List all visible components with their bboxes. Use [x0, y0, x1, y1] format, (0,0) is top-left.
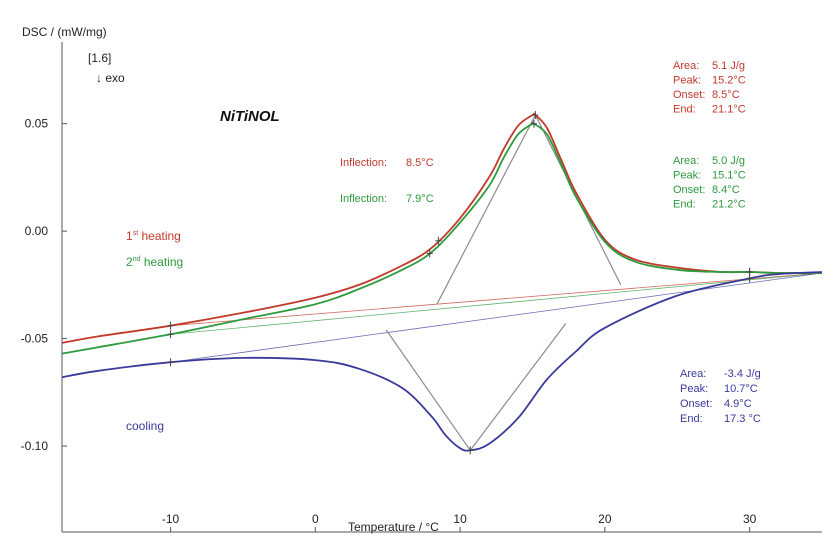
- annotation-label: End:: [673, 199, 696, 211]
- y-tick-label: 0.05: [25, 117, 49, 131]
- annotation-label: Peak:: [673, 75, 701, 87]
- annotation-label: Onset:: [680, 398, 712, 410]
- annotation-value: 17.3 °C: [724, 413, 761, 425]
- annotation-label: End:: [673, 104, 696, 116]
- annotation-value: 10.7°C: [724, 383, 758, 395]
- annotation-value: 4.9°C: [724, 398, 752, 410]
- y-tick-label: -0.05: [21, 332, 49, 346]
- annotation-label: Area:: [673, 155, 699, 167]
- markers-group: [167, 111, 753, 455]
- annotation-label: Peak:: [673, 170, 701, 182]
- baseline-line: [170, 272, 823, 335]
- annotation-label: Peak:: [680, 383, 708, 395]
- annotation-value: 15.2°C: [712, 75, 746, 87]
- x-tick-label: -10: [162, 512, 180, 526]
- inflection-heating2-value: 7.9°C: [406, 193, 434, 205]
- annotation-value: 5.0 J/g: [712, 155, 745, 167]
- series-group: [61, 112, 823, 452]
- x-tick-label: 20: [598, 512, 612, 526]
- baselines-group: [170, 272, 823, 363]
- series-line-3: [61, 271, 823, 452]
- inflection-heating1-label: Inflection:: [340, 157, 387, 169]
- tangent-line: [436, 114, 536, 305]
- annotation-value: -3.4 J/g: [724, 368, 761, 380]
- y-tick-label: -0.10: [21, 439, 49, 453]
- exo-label: ↓ exo: [96, 71, 125, 85]
- annotation-value: 8.4°C: [712, 184, 740, 196]
- y-axis-title: DSC / (mW/mg): [22, 25, 107, 39]
- annotation-value: 15.1°C: [712, 170, 746, 182]
- chart-title: NiTiNOL: [220, 108, 280, 125]
- inflection-heating2-label: Inflection:: [340, 193, 387, 205]
- ticks-group: -10 0 10 20 30 0.05 0.00 -0.05 -0.10: [21, 117, 757, 532]
- scale-marker: [1.6]: [88, 51, 111, 65]
- annotation-label: Onset:: [673, 89, 705, 101]
- series-line-1: [61, 112, 823, 344]
- legend-heating1: 1st heating: [126, 229, 181, 243]
- annotation-value: 5.1 J/g: [712, 60, 745, 72]
- baseline-line: [170, 272, 823, 363]
- annotation-value: 8.5°C: [712, 89, 740, 101]
- annotation-label: Onset:: [673, 184, 705, 196]
- inflection-heating1-value: 8.5°C: [406, 157, 434, 169]
- annotation-value: 21.2°C: [712, 199, 746, 211]
- x-tick-label: 0: [312, 512, 319, 526]
- legend-heating2: 2nd heating: [126, 255, 183, 269]
- legend-cooling: cooling: [126, 419, 164, 433]
- tangent-line: [469, 323, 567, 451]
- y-tick-label: 0.00: [25, 224, 49, 238]
- annotation-value: 21.1°C: [712, 104, 746, 116]
- baseline-line: [170, 272, 823, 327]
- tangents-group: [385, 114, 622, 451]
- annotation-heating2: Area: 5.0 J/g Peak: 15.1°C Onset: 8.4°C End: 21…: [673, 155, 746, 211]
- x-tick-label: 10: [453, 512, 467, 526]
- annotation-cooling: Area: -3.4 J/g Peak: 10.7°C Onset: 4.9°C End: 1…: [680, 368, 761, 425]
- annotation-label: Area:: [673, 60, 699, 72]
- tangent-line: [385, 329, 471, 451]
- annotation-label: End:: [680, 413, 703, 425]
- series-line-2: [61, 121, 823, 355]
- x-tick-label: 30: [743, 512, 757, 526]
- x-axis-title: Temperature / °C: [348, 520, 439, 534]
- annotation-heating1: Area: 5.1 J/g Peak: 15.2°C Onset: 8.5°C End: 21…: [673, 60, 746, 116]
- annotation-label: Area:: [680, 368, 706, 380]
